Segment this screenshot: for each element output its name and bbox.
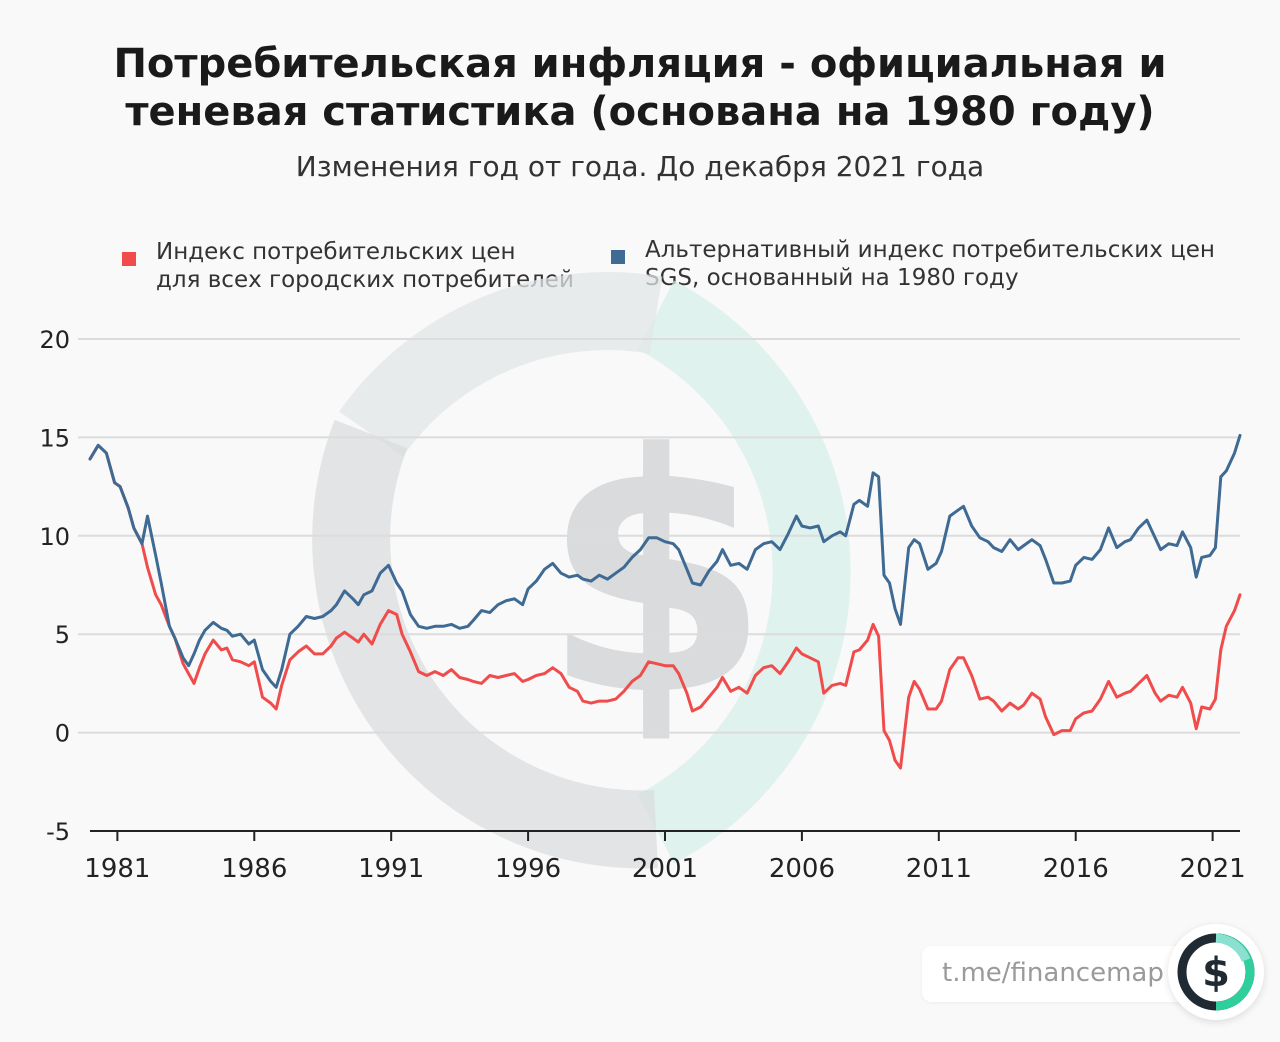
chart-series <box>88 433 1242 770</box>
brand-handle[interactable]: t.me/financemap <box>942 958 1164 988</box>
x-tick-label: 2016 <box>1043 854 1109 884</box>
svg-text:$: $ <box>1202 950 1230 996</box>
legend-label-sgs-line-1: Альтернативный индекс потребительских це… <box>645 237 1215 263</box>
chart-gridlines <box>78 338 1240 734</box>
chart-subtitle: Изменения год от года. До декабря 2021 г… <box>295 150 985 183</box>
y-tick-label: 15 <box>39 424 70 452</box>
y-tick-label: 5 <box>55 621 70 649</box>
x-tick-label: 2006 <box>769 854 835 884</box>
dollar-ring-logo-icon: $ <box>1168 924 1264 1020</box>
y-axis: -5 0 5 10 15 20 <box>39 326 70 846</box>
chart-title-line-2: теневая статистика (основана на 1980 год… <box>125 89 1155 135</box>
legend-item-cpi: Индекс потребительских цен для всех горо… <box>122 238 574 294</box>
chart-title: Потребительская инфляция - официальная и… <box>0 40 1280 136</box>
legend-label-cpi-line-1: Индекс потребительских цен <box>156 239 516 265</box>
y-tick-label: 10 <box>39 523 70 551</box>
x-tick-label: 2021 <box>1180 854 1246 884</box>
dollar-ring-watermark-icon: $ <box>312 272 851 869</box>
chart-title-line-1: Потребительская инфляция - официальная и <box>113 41 1167 87</box>
y-tick-label: 20 <box>39 326 70 354</box>
x-tick-label: 1996 <box>495 854 561 884</box>
legend-label-sgs-line-2: SGS, основанный на 1980 году <box>645 265 1019 291</box>
legend-swatch-cpi <box>122 252 136 266</box>
y-tick-label: -5 <box>46 818 70 846</box>
y-tick-label: 0 <box>55 720 70 748</box>
series-line-sgs <box>88 433 1242 689</box>
x-tick-label: 1981 <box>84 854 150 884</box>
x-tick-label: 1991 <box>358 854 424 884</box>
x-tick-label: 2011 <box>906 854 972 884</box>
legend-label-cpi-line-2: для всех городских потребителей <box>156 267 574 293</box>
series-line-cpi <box>88 443 1242 770</box>
legend-item-sgs: Альтернативный индекс потребительских це… <box>611 236 1215 292</box>
x-axis: 1981 1986 1991 1996 2001 2006 2011 2016 2021 <box>84 830 1246 884</box>
x-tick-label: 1986 <box>221 854 287 884</box>
x-tick-label: 2001 <box>632 854 698 884</box>
legend-swatch-sgs <box>611 250 625 264</box>
